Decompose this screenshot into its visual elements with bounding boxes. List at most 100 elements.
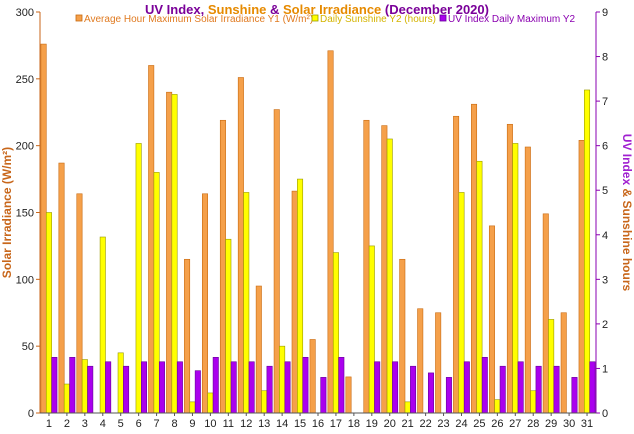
bar-uv-26	[499, 365, 506, 414]
bar-uv-1	[51, 357, 58, 414]
y-right-axis-label-part-1: &	[620, 185, 634, 200]
x-tick-label-3: 3	[82, 418, 88, 430]
x-tick-label-10: 10	[204, 418, 216, 430]
bar-sunshine-8	[171, 94, 178, 414]
bar-solar-17	[327, 50, 334, 414]
bar-sunshine-29	[548, 319, 555, 414]
y-left-tick-label-0: 0	[28, 408, 34, 420]
bar-solar-12	[237, 77, 244, 414]
bar-sunshine-28	[530, 390, 537, 414]
x-tick-label-17: 17	[330, 418, 342, 430]
bar-sunshine-19	[368, 245, 375, 414]
bar-solar-15	[291, 190, 298, 414]
bar-uv-12	[248, 361, 255, 414]
x-tick-label-20: 20	[384, 418, 396, 430]
y-right-tick-label-3: 3	[602, 274, 608, 286]
bar-solar-7	[148, 65, 155, 414]
bar-solar-3	[76, 193, 83, 414]
bar-uv-10	[212, 357, 219, 414]
bar-uv-22	[427, 372, 434, 414]
bar-uv-7	[158, 361, 165, 414]
y-right-tick-label-5: 5	[602, 185, 608, 197]
y-left-tick-label-250: 250	[16, 74, 34, 86]
bar-solar-9	[184, 258, 191, 414]
x-tick-label-6: 6	[136, 418, 142, 430]
bar-solar-24	[453, 115, 460, 414]
bar-uv-13	[266, 365, 273, 414]
bar-solar-22	[417, 308, 424, 414]
bar-uv-11	[230, 361, 237, 414]
bar-uv-28	[535, 365, 542, 414]
x-tick-label-27: 27	[509, 418, 521, 430]
chart-bars	[40, 43, 596, 414]
chart-title-part-0: UV Index	[145, 2, 201, 17]
axis-labels: Solar Irradiance (W/m²) UV Index & Sunshi…	[0, 134, 634, 292]
x-tick-label-16: 16	[312, 418, 324, 430]
bar-sunshine-26	[494, 399, 501, 414]
y-right-axis-label: UV Index & Sunshine hours	[620, 134, 634, 292]
x-tick-label-4: 4	[100, 418, 106, 430]
chart-title-part-4: Solar Irradiance	[283, 2, 381, 17]
bar-uv-21	[410, 365, 417, 414]
bar-uv-20	[392, 361, 399, 414]
chart-title: UV Index, Sunshine & Solar Irradiance (D…	[145, 2, 489, 17]
bar-uv-2	[69, 357, 76, 414]
bar-solar-19	[363, 119, 370, 414]
y-right-tick-label-0: 0	[602, 408, 608, 420]
bar-uv-16	[320, 377, 327, 414]
y-left-axis-label: Solar Irradiance (W/m²)	[0, 147, 14, 278]
bar-sunshine-15	[297, 178, 304, 414]
bar-sunshine-24	[458, 192, 465, 414]
bar-uv-31	[589, 361, 596, 414]
x-tick-label-30: 30	[563, 418, 575, 430]
y-right-tick-label-8: 8	[602, 52, 608, 64]
chart-title-part-1: ,	[201, 2, 208, 17]
bar-sunshine-21	[404, 401, 411, 414]
y-left-tick-label-100: 100	[16, 274, 34, 286]
bar-uv-17	[338, 357, 345, 414]
chart-title-part-5: (December 2020)	[381, 2, 489, 17]
chart-legend: Average Hour Maximum Solar Irradiance Y1…	[75, 14, 576, 25]
bar-uv-29	[553, 365, 560, 414]
y-right-tick-label-9: 9	[602, 7, 608, 19]
bar-solar-16	[309, 339, 316, 414]
bar-sunshine-4	[99, 236, 106, 414]
bar-uv-19	[374, 361, 381, 414]
y-left-tick-label-300: 300	[16, 7, 34, 19]
x-tick-label-8: 8	[171, 418, 177, 430]
legend-swatch-3	[439, 14, 447, 22]
x-tick-label-15: 15	[294, 418, 306, 430]
bar-sunshine-1	[45, 212, 52, 414]
legend-label-2: Daily Sunshine Y2 (hours)	[320, 14, 436, 25]
x-tick-label-29: 29	[545, 418, 557, 430]
bar-solar-14	[273, 109, 280, 414]
bar-solar-11	[219, 119, 226, 414]
bar-sunshine-12	[243, 192, 250, 414]
bar-uv-9	[194, 370, 201, 414]
y-left-tick-label-150: 150	[16, 208, 34, 220]
x-tick-label-11: 11	[223, 418, 234, 430]
y-right-axis-label-part-2: Sunshine hours	[620, 201, 634, 292]
bar-solar-13	[255, 285, 262, 414]
y-right-tick-label-4: 4	[602, 230, 608, 242]
y-right-tick-label-6: 6	[602, 141, 608, 153]
bar-uv-24	[463, 361, 470, 414]
x-tick-label-24: 24	[455, 418, 467, 430]
bar-uv-4	[105, 361, 112, 414]
bar-uv-3	[87, 365, 94, 414]
x-tick-label-18: 18	[348, 418, 360, 430]
bar-sunshine-3	[81, 359, 88, 414]
bar-uv-30	[571, 377, 578, 414]
bar-uv-8	[176, 361, 183, 414]
x-tick-label-21: 21	[402, 418, 414, 430]
bar-uv-15	[302, 357, 309, 414]
x-tick-label-14: 14	[276, 418, 288, 430]
bar-sunshine-20	[386, 138, 393, 414]
bar-solar-25	[471, 103, 478, 414]
bar-uv-6	[141, 361, 148, 414]
bar-uv-27	[517, 361, 524, 414]
y-left-tick-label-50: 50	[22, 341, 34, 353]
chart-title-part-3: &	[266, 2, 283, 17]
legend-label-1: Average Hour Maximum Solar Irradiance Y1…	[84, 14, 313, 25]
